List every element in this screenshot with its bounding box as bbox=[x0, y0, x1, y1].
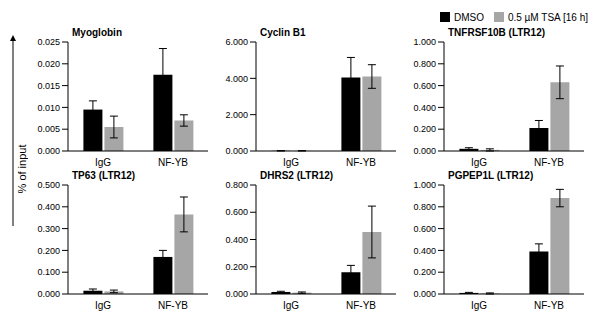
svg-text:0.500: 0.500 bbox=[37, 180, 60, 190]
svg-text:IgG: IgG bbox=[471, 300, 487, 311]
svg-text:0.300: 0.300 bbox=[37, 224, 60, 234]
html-text:DMSO: DMSO bbox=[453, 11, 484, 23]
svg-text:NF-YB: NF-YB bbox=[534, 157, 564, 168]
svg-text:0.400: 0.400 bbox=[225, 235, 248, 245]
svg-text:6.000: 6.000 bbox=[225, 37, 248, 47]
svg-text:0.015: 0.015 bbox=[37, 81, 60, 91]
svg-text:0.200: 0.200 bbox=[225, 262, 248, 272]
html-text:0.5 µM TSA [16 h]: 0.5 µM TSA [16 h] bbox=[507, 11, 588, 23]
svg-text:IgG: IgG bbox=[95, 300, 111, 311]
svg-text:0.400: 0.400 bbox=[413, 103, 436, 113]
svg-text:IgG: IgG bbox=[283, 300, 299, 311]
html-text:Myoglobin: Myoglobin bbox=[72, 27, 122, 38]
svg-text:IgG: IgG bbox=[283, 157, 299, 168]
svg-text:0.800: 0.800 bbox=[413, 59, 436, 69]
svg-text:0.600: 0.600 bbox=[413, 224, 436, 234]
svg-text:NF-YB: NF-YB bbox=[346, 157, 376, 168]
svg-text:0.020: 0.020 bbox=[37, 59, 60, 69]
svg-text:NF-YB: NF-YB bbox=[534, 300, 564, 311]
svg-text:IgG: IgG bbox=[471, 157, 487, 168]
svg-text:NF-YB: NF-YB bbox=[158, 157, 188, 168]
svg-text:NF-YB: NF-YB bbox=[158, 300, 188, 311]
svg-text:0.000: 0.000 bbox=[37, 289, 60, 299]
svg-text:0.000: 0.000 bbox=[413, 289, 436, 299]
html-text:TNFRSF10B (LTR12): TNFRSF10B (LTR12) bbox=[448, 27, 545, 38]
svg-text:0.000: 0.000 bbox=[37, 146, 60, 156]
svg-text:1.000: 1.000 bbox=[413, 180, 436, 190]
html-text:Cyclin B1: Cyclin B1 bbox=[260, 27, 306, 38]
html-text:PGPEP1L (LTR12): PGPEP1L (LTR12) bbox=[448, 170, 534, 181]
svg-text:0.800: 0.800 bbox=[413, 202, 436, 212]
html-text:TP63 (LTR12): TP63 (LTR12) bbox=[72, 170, 136, 181]
svg-text:NF-YB: NF-YB bbox=[346, 300, 376, 311]
svg-text:0.000: 0.000 bbox=[413, 146, 436, 156]
svg-text:0.400: 0.400 bbox=[413, 246, 436, 256]
svg-text:4.000: 4.000 bbox=[225, 74, 248, 84]
svg-text:0.005: 0.005 bbox=[37, 124, 60, 134]
svg-text:0.025: 0.025 bbox=[37, 37, 60, 47]
svg-text:0.200: 0.200 bbox=[413, 124, 436, 134]
svg-text:0.800: 0.800 bbox=[225, 180, 248, 190]
svg-text:IgG: IgG bbox=[95, 157, 111, 168]
svg-text:% of input: % of input bbox=[16, 145, 28, 194]
svg-text:0.400: 0.400 bbox=[37, 202, 60, 212]
svg-text:2.000: 2.000 bbox=[225, 110, 248, 120]
svg-text:1.000: 1.000 bbox=[413, 37, 436, 47]
svg-text:0.600: 0.600 bbox=[413, 81, 436, 91]
svg-text:0.600: 0.600 bbox=[225, 207, 248, 217]
svg-text:0.200: 0.200 bbox=[37, 246, 60, 256]
svg-text:0.010: 0.010 bbox=[37, 103, 60, 113]
svg-text:0.200: 0.200 bbox=[413, 267, 436, 277]
html-text:DHRS2 (LTR12): DHRS2 (LTR12) bbox=[260, 170, 334, 181]
svg-text:0.000: 0.000 bbox=[225, 146, 248, 156]
svg-text:0.100: 0.100 bbox=[37, 267, 60, 277]
svg-text:0.000: 0.000 bbox=[225, 289, 248, 299]
